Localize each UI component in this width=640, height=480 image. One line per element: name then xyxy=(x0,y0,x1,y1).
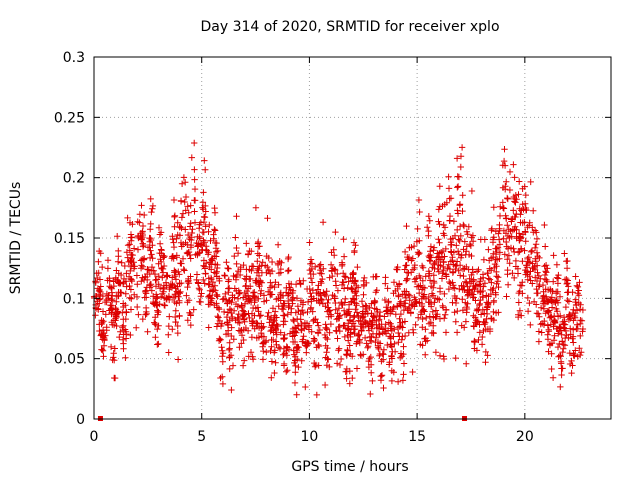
x-tick-label: 20 xyxy=(516,429,534,445)
data-points xyxy=(90,139,587,421)
y-tick-label: 0.1 xyxy=(63,291,85,307)
y-axis-label: SRMTID / TECUs xyxy=(8,182,24,295)
chart-title: Day 314 of 2020, SRMTID for receiver xpl… xyxy=(200,19,499,35)
x-tick-label: 0 xyxy=(90,429,99,445)
x-tick-label: 5 xyxy=(197,429,206,445)
y-tick-label: 0.2 xyxy=(63,171,85,187)
x-tick-label: 15 xyxy=(408,429,426,445)
x-axis-label: GPS time / hours xyxy=(291,459,408,475)
axes: 0 0.05 0.1 0.15 0.2 0.25 0.3 0 5 10 15 20 xyxy=(54,50,611,445)
y-tick-label: 0.15 xyxy=(54,231,85,247)
y-tick-label: 0.25 xyxy=(54,110,85,126)
plot-frame xyxy=(93,56,612,420)
y-tick-label: 0.3 xyxy=(63,50,85,66)
grid-lines xyxy=(94,57,611,419)
x-tick-label: 10 xyxy=(301,429,319,445)
plus-markers xyxy=(90,139,587,399)
y-tick-label: 0 xyxy=(76,412,85,428)
y-tick-label: 0.05 xyxy=(54,352,85,368)
